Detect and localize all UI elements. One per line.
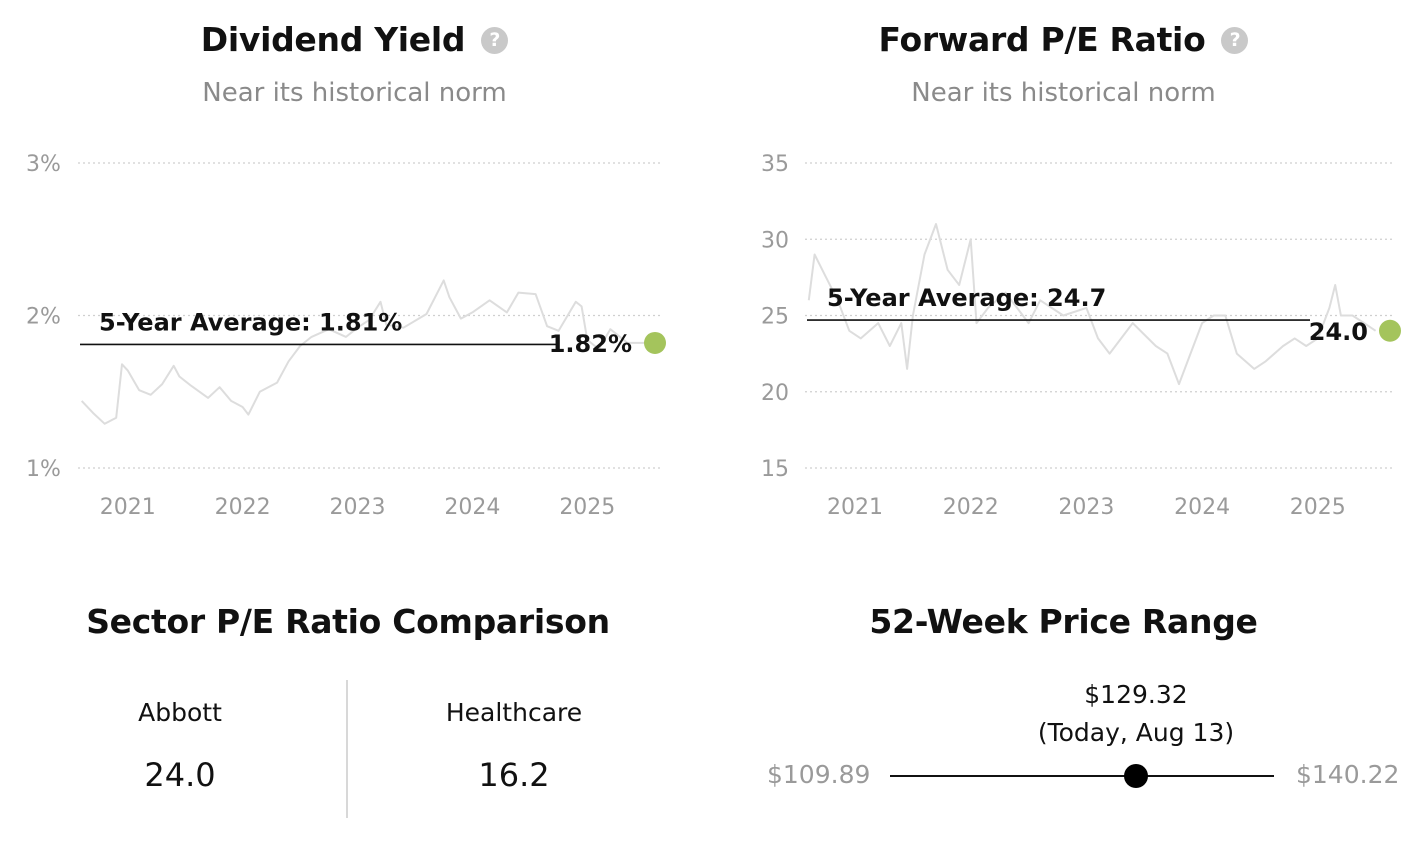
forward-pe-panel: Forward P/E Ratio? Near its historical n…	[709, 0, 1418, 540]
range-low: $109.89	[767, 760, 871, 789]
dividend-yield-current-marker	[644, 331, 666, 354]
range-high: $140.22	[1296, 760, 1400, 789]
dividend-yield-y-tick-label: 1%	[26, 457, 61, 482]
question-circle-icon[interactable]: ?	[481, 27, 509, 54]
sector-left-value: 24.0	[144, 756, 216, 794]
sector-right-label: Healthcare	[445, 698, 583, 727]
forward-pe-y-tick-label: 15	[761, 457, 789, 482]
sector-right-value: 16.2	[478, 756, 550, 794]
forward-pe-y-tick-label: 25	[761, 305, 789, 330]
price-range-panel: 52-Week Price Range $129.32 (Today, Aug …	[709, 560, 1418, 846]
sector-pe-panel: Sector P/E Ratio Comparison Abbott 24.0 …	[0, 560, 709, 846]
forward-pe-current-label: 24.0	[1309, 318, 1368, 346]
dividend-yield-x-tick-label: 2022	[215, 495, 271, 520]
dividend-yield-chart: 1% 2% 3% 2021 2022 2023 2024 2025 5-Year Average…	[26, 152, 666, 520]
forward-pe-current-marker	[1379, 319, 1401, 342]
current-price-note: (Today, Aug 13)	[1037, 718, 1235, 747]
range-current-marker	[1123, 764, 1148, 788]
dividend-yield-title: Dividend Yield?	[0, 20, 709, 59]
dividend-yield-subtitle: Near its historical norm	[202, 78, 507, 108]
forward-pe-x-tick-label: 2023	[1058, 495, 1114, 520]
forward-pe-subtitle: Near its historical norm	[911, 78, 1216, 108]
dividend-yield-series-line	[80, 279, 645, 425]
dividend-yield-x-tick-label: 2021	[100, 495, 156, 520]
forward-pe-series-line	[807, 223, 1377, 386]
forward-pe-title: Forward P/E Ratio?	[709, 20, 1418, 59]
dividend-yield-x-tick-label: 2025	[559, 495, 615, 520]
dividend-yield-average-label: 5-Year Average: 1.81%	[99, 308, 402, 336]
sector-pe-title: Sector P/E Ratio Comparison	[86, 602, 610, 641]
price-range-title: 52-Week Price Range	[869, 602, 1258, 641]
forward-pe-y-tick-label: 30	[761, 228, 789, 253]
dividend-yield-title-text: Dividend Yield	[200, 20, 466, 59]
range-track	[890, 775, 1274, 777]
sector-left-label: Abbott	[138, 698, 222, 727]
forward-pe-average-label: 5-Year Average: 24.7	[827, 284, 1106, 312]
current-price: $129.32	[1084, 680, 1188, 709]
forward-pe-x-tick-label: 2021	[827, 495, 883, 520]
forward-pe-y-tick-label: 35	[761, 152, 789, 177]
dividend-yield-y-tick-label: 2%	[26, 305, 61, 330]
forward-pe-y-tick-label: 20	[761, 381, 789, 406]
dividend-yield-x-tick-label: 2024	[444, 495, 500, 520]
forward-pe-x-tick-label: 2025	[1290, 495, 1346, 520]
question-circle-icon[interactable]: ?	[1221, 27, 1249, 54]
forward-pe-x-tick-label: 2022	[943, 495, 999, 520]
dividend-yield-y-tick-label: 3%	[26, 152, 61, 177]
forward-pe-title-text: Forward P/E Ratio	[878, 20, 1206, 59]
dividend-yield-panel: Dividend Yield? Near its historical norm…	[0, 0, 709, 540]
sector-divider	[346, 680, 348, 818]
dividend-yield-current-label: 1.82%	[549, 330, 632, 358]
dividend-yield-x-tick-label: 2023	[330, 495, 386, 520]
forward-pe-x-tick-label: 2024	[1174, 495, 1230, 520]
